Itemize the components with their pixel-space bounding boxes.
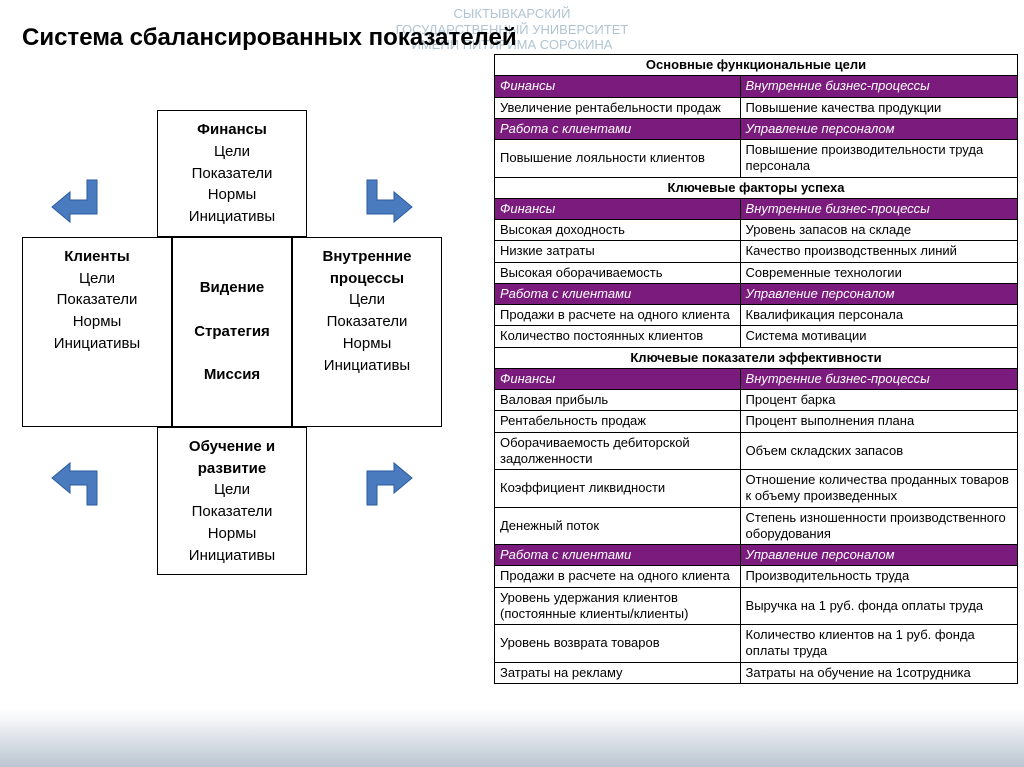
data-cell: Высокая оборачиваемость: [495, 262, 741, 283]
data-cell: Степень изношенности производственного о…: [740, 507, 1017, 545]
box-clients: КлиентыЦелиПоказателиНормыИнициативы: [22, 237, 172, 427]
data-cell: Затраты на рекламу: [495, 662, 741, 683]
subheader-cell: Финансы: [495, 368, 741, 389]
subheader-cell: Управление персоналом: [740, 118, 1017, 139]
data-cell: Процент барка: [740, 390, 1017, 411]
data-cell: Количество клиентов на 1 руб. фонда опла…: [740, 625, 1017, 663]
skyline-decoration: [0, 707, 1024, 767]
section-header: Ключевые показатели эффективности: [495, 347, 1018, 368]
data-cell: Оборачиваемость дебиторской задолженност…: [495, 432, 741, 470]
box-processes: Внутренние процессыЦелиПоказателиНормыИн…: [292, 237, 442, 427]
data-cell: Объем складских запасов: [740, 432, 1017, 470]
page-title: Система сбалансированных показателей: [22, 24, 517, 52]
box-finance: ФинансыЦелиПоказателиНормыИнициативы: [157, 110, 307, 237]
data-cell: Денежный поток: [495, 507, 741, 545]
data-cell: Отношение количества проданных товаров к…: [740, 470, 1017, 508]
watermark-line1: СЫКТЫВКАРСКИЙ: [0, 6, 1024, 22]
data-cell: Современные технологии: [740, 262, 1017, 283]
data-cell: Качество производственных линий: [740, 241, 1017, 262]
data-cell: Рентабельность продаж: [495, 411, 741, 432]
data-cell: Квалификация персонала: [740, 305, 1017, 326]
data-cell: Повышение производительности труда персо…: [740, 140, 1017, 178]
data-cell: Повышение лояльности клиентов: [495, 140, 741, 178]
arrow-icon-bl: [42, 455, 102, 515]
data-cell: Продажи в расчете на одного клиента: [495, 566, 741, 587]
subheader-cell: Внутренние бизнес-процессы: [740, 368, 1017, 389]
data-cell: Увеличение рентабельности продаж: [495, 97, 741, 118]
data-cell: Уровень возврата товаров: [495, 625, 741, 663]
data-cell: Высокая доходность: [495, 220, 741, 241]
section-header: Основные функциональные цели: [495, 55, 1018, 76]
subheader-cell: Управление персоналом: [740, 545, 1017, 566]
box-center: ВидениеСтратегияМиссия: [172, 237, 292, 427]
subheader-cell: Работа с клиентами: [495, 283, 741, 304]
bsc-diagram: ФинансыЦелиПоказателиНормыИнициативы Кли…: [12, 110, 452, 575]
data-cell: Система мотивации: [740, 326, 1017, 347]
data-cell: Выручка на 1 руб. фонда оплаты труда: [740, 587, 1017, 625]
data-cell: Уровень запасов на складе: [740, 220, 1017, 241]
subheader-cell: Управление персоналом: [740, 283, 1017, 304]
data-cell: Повышение качества продукции: [740, 97, 1017, 118]
subheader-cell: Работа с клиентами: [495, 118, 741, 139]
data-cell: Коэффициент ликвидности: [495, 470, 741, 508]
arrow-icon-tl: [42, 170, 102, 230]
subheader-cell: Внутренние бизнес-процессы: [740, 198, 1017, 219]
data-cell: Низкие затраты: [495, 241, 741, 262]
data-cell: Продажи в расчете на одного клиента: [495, 305, 741, 326]
subheader-cell: Финансы: [495, 76, 741, 97]
subheader-cell: Финансы: [495, 198, 741, 219]
data-cell: Валовая прибыль: [495, 390, 741, 411]
indicators-table: Основные функциональные целиФинансыВнутр…: [494, 54, 1018, 684]
box-learning: Обучение и развитиеЦелиПоказателиНормыИн…: [157, 427, 307, 576]
arrow-icon-tr: [362, 170, 422, 230]
subheader-cell: Работа с клиентами: [495, 545, 741, 566]
data-cell: Количество постоянных клиентов: [495, 326, 741, 347]
data-cell: Процент выполнения плана: [740, 411, 1017, 432]
data-cell: Производительность труда: [740, 566, 1017, 587]
arrow-icon-br: [362, 455, 422, 515]
subheader-cell: Внутренние бизнес-процессы: [740, 76, 1017, 97]
section-header: Ключевые факторы успеха: [495, 177, 1018, 198]
data-cell: Затраты на обучение на 1сотрудника: [740, 662, 1017, 683]
data-cell: Уровень удержания клиентов (постоянные к…: [495, 587, 741, 625]
